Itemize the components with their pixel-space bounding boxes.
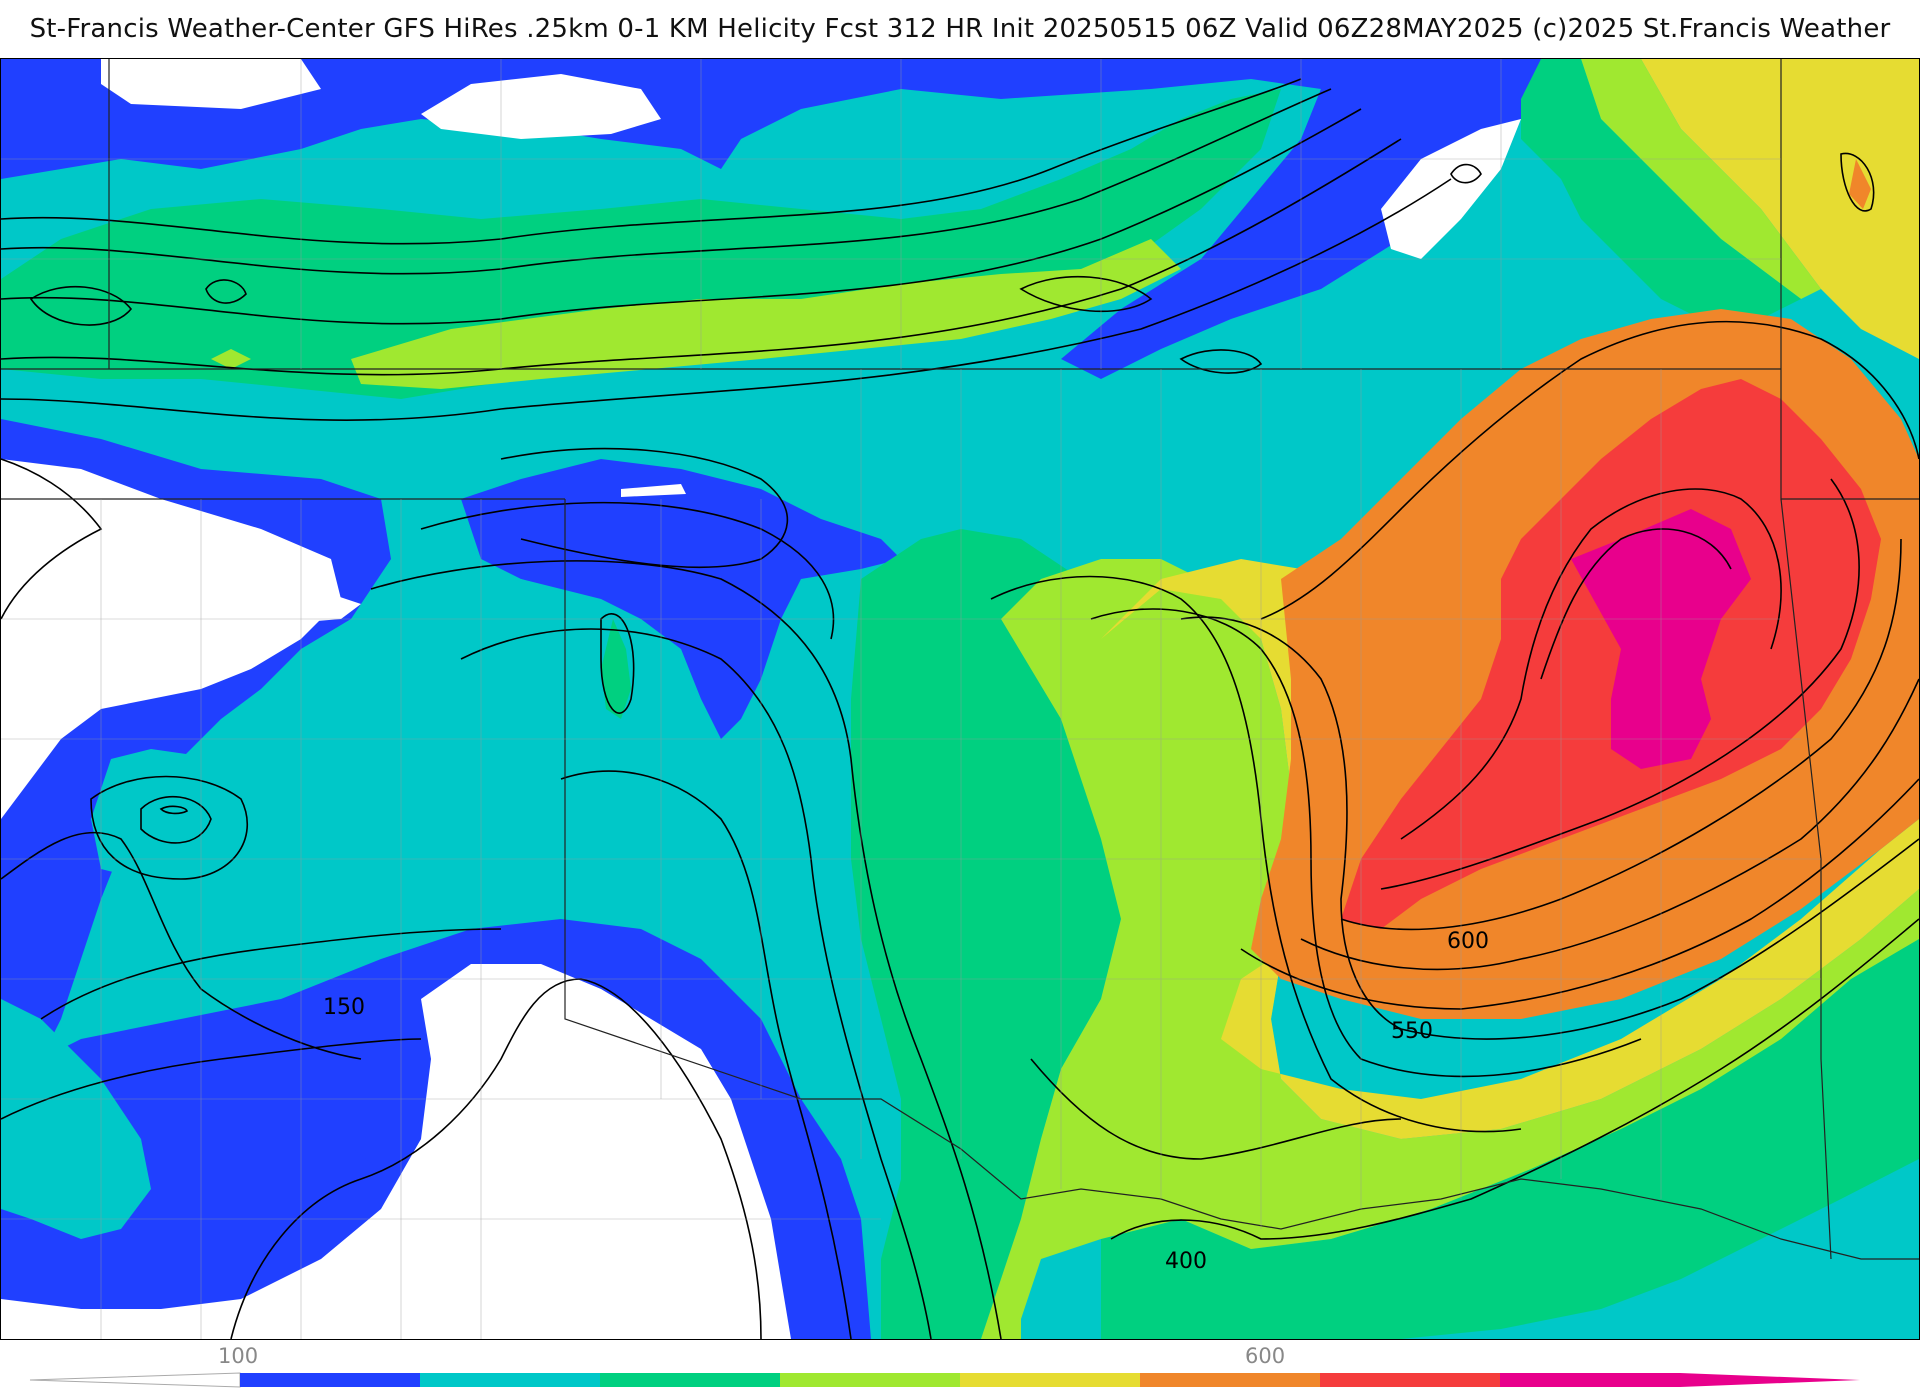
helicity-field <box>1 59 1919 1339</box>
colorbar-strip <box>0 1368 1920 1398</box>
colorbar-bin <box>420 1373 601 1387</box>
helicity-map: 150 400 550 600 <box>0 58 1920 1340</box>
colorbar-bin <box>780 1373 961 1387</box>
colorbar-bin <box>600 1373 781 1387</box>
map-title: St-Francis Weather-Center GFS HiRes .25k… <box>0 14 1920 44</box>
colorbar-bin <box>1500 1373 1681 1387</box>
contour-label-600: 600 <box>1447 929 1489 954</box>
contour-label-150: 150 <box>323 995 365 1020</box>
colorbar-bins <box>240 1373 1681 1387</box>
colorbar-tick-label: 100 <box>218 1344 258 1368</box>
colorbar-bin <box>1320 1373 1501 1387</box>
contour-label-400: 400 <box>1165 1249 1207 1274</box>
colorbar-bin <box>240 1373 421 1387</box>
colorbar-bin <box>960 1373 1141 1387</box>
colorbar-bin <box>1140 1373 1321 1387</box>
colorbar: 100 600 <box>0 1340 1920 1400</box>
colorbar-tick-label: 600 <box>1245 1344 1285 1368</box>
colorbar-left-arrow <box>30 1373 240 1387</box>
contour-label-550: 550 <box>1391 1019 1433 1044</box>
colorbar-right-arrow <box>1680 1373 1860 1387</box>
